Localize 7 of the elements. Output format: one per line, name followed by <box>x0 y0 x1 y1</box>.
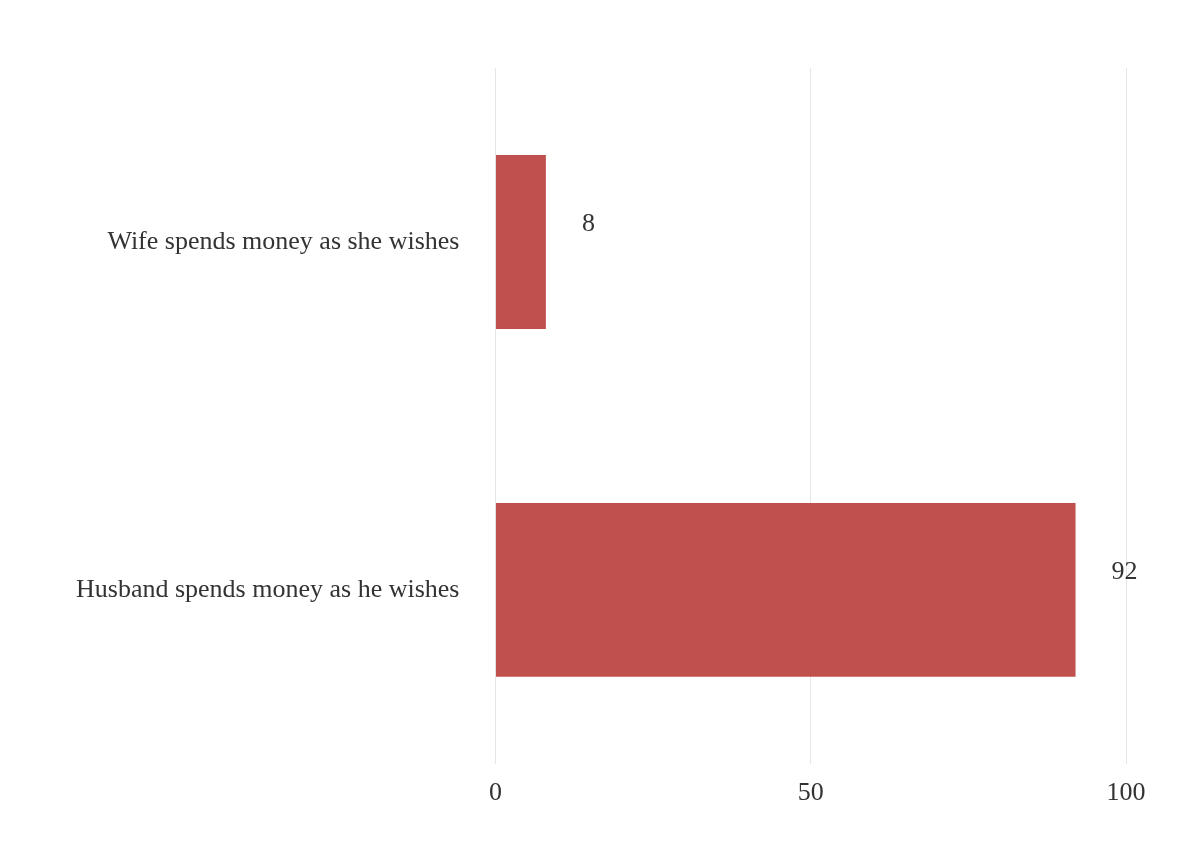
x-tick-label: 50 <box>797 777 824 807</box>
data-label: 92 <box>1111 555 1138 585</box>
data-label: 8 <box>581 207 595 237</box>
x-tick-label: 0 <box>488 777 502 807</box>
y-tick-label: Husband spends money as he wishes <box>76 573 460 603</box>
y-tick-label: Wife spends money as she wishes <box>107 225 460 255</box>
x-tick-label: 100 <box>1106 777 1146 807</box>
